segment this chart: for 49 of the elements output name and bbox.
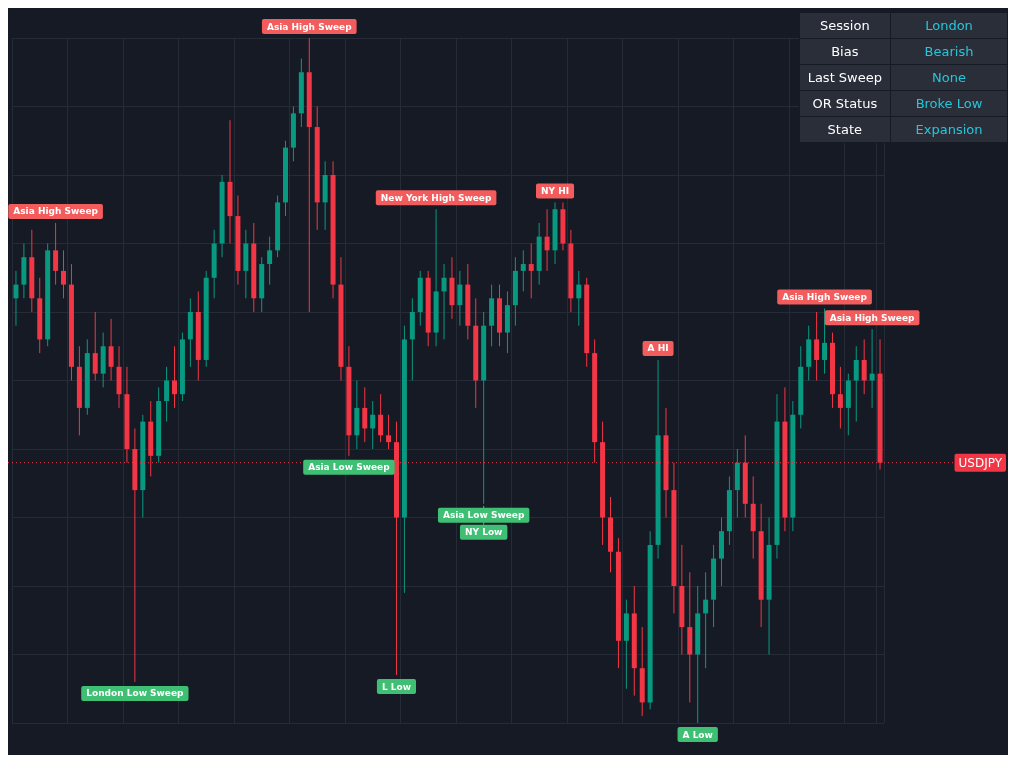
candlestick: [13, 270, 19, 327]
annotation: State: [799, 116, 891, 143]
annotation: L Low: [381, 681, 412, 692]
annotation: Asia Low Sweep: [308, 462, 391, 473]
annotation: Asia High Sweep: [13, 206, 99, 217]
candlestick: [172, 345, 178, 409]
text: Expansion: [890, 116, 1008, 143]
candlestick: [544, 208, 550, 272]
candlestick: [441, 263, 447, 340]
annotation: Asia High Sweep: [782, 292, 868, 303]
candlestick: [362, 386, 368, 443]
candlestick: [861, 338, 867, 395]
annotation: OR Status: [799, 90, 891, 117]
candlestick: [108, 318, 114, 381]
text: None: [890, 64, 1008, 91]
annotation: London Low Sweep: [86, 688, 185, 699]
text: Bearish: [890, 38, 1008, 65]
annotation: A HI: [647, 343, 669, 354]
candlestick: [378, 393, 384, 443]
candlestick: [814, 311, 820, 381]
candlestick: [528, 243, 534, 299]
candlestick: [520, 249, 526, 292]
annotation: New York High Sweep: [380, 192, 492, 203]
candlestick: [576, 270, 582, 327]
text: Session: [799, 12, 891, 39]
candlestick: [853, 345, 859, 423]
text: Broke Low: [890, 90, 1008, 117]
annotation: Bias: [799, 38, 891, 65]
annotation: Asia High Sweep: [266, 21, 353, 32]
candlestick: [822, 308, 828, 375]
candlestick: [703, 571, 709, 669]
text: London: [890, 12, 1008, 39]
candlestick: [61, 249, 67, 299]
annotation: Asia High Sweep: [829, 312, 915, 323]
candlestick: [386, 414, 392, 450]
annotation: NY Low: [464, 527, 503, 538]
annotation: A Low: [682, 729, 713, 740]
ref-line-label: USDJPY: [958, 455, 1003, 470]
candlestick: [370, 400, 376, 450]
candlestick: [92, 311, 98, 381]
candlestick: [837, 366, 843, 429]
candlestick: [869, 328, 875, 409]
candlestick: [164, 366, 170, 423]
candlestick: [457, 270, 463, 327]
annotation: NY HI: [540, 185, 570, 196]
annotation: Last Sweep: [799, 64, 891, 91]
candlestick: [267, 236, 273, 286]
candlestick: [53, 222, 59, 286]
annotation: Asia Low Sweep: [442, 510, 525, 521]
